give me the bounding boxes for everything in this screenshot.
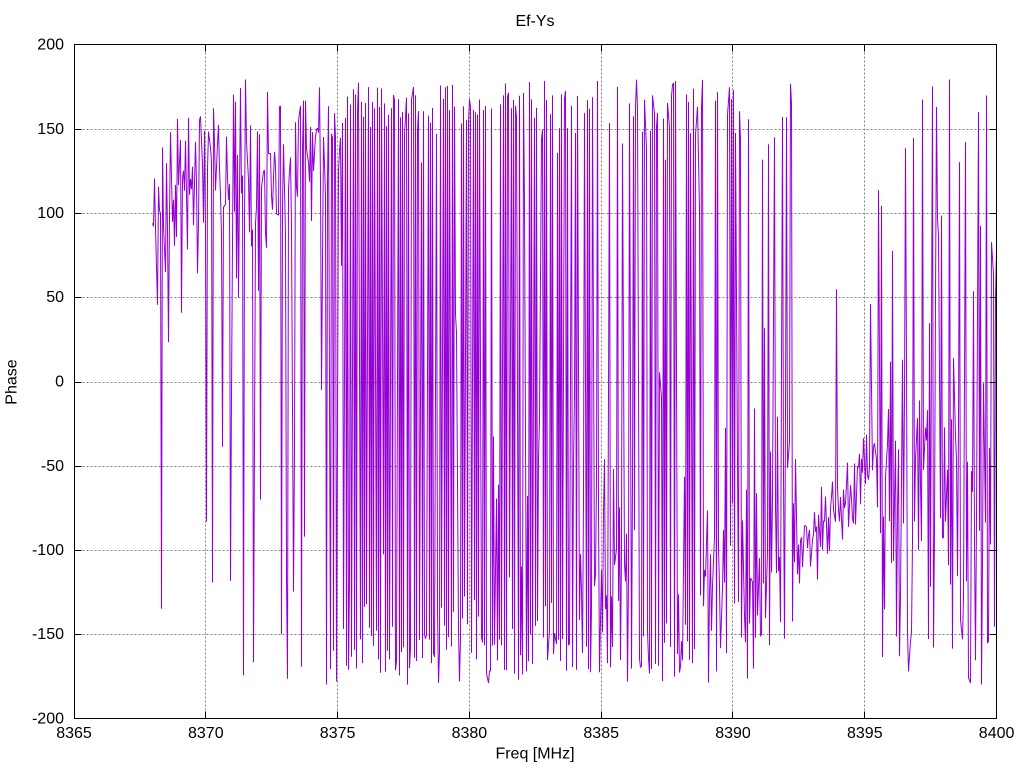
svg-text:8390: 8390 [715, 725, 751, 742]
svg-text:8375: 8375 [320, 725, 356, 742]
svg-text:100: 100 [37, 205, 64, 222]
svg-text:0: 0 [55, 374, 64, 391]
svg-text:150: 150 [37, 121, 64, 138]
svg-text:-100: -100 [32, 542, 64, 559]
svg-text:Freq [MHz]: Freq [MHz] [495, 746, 574, 763]
svg-text:50: 50 [46, 289, 64, 306]
svg-text:8400: 8400 [979, 725, 1015, 742]
svg-text:8380: 8380 [452, 725, 488, 742]
svg-text:-150: -150 [32, 626, 64, 643]
svg-text:Phase: Phase [4, 359, 21, 404]
svg-text:8365: 8365 [56, 725, 92, 742]
svg-text:-200: -200 [32, 711, 64, 728]
svg-text:-50: -50 [41, 458, 64, 475]
svg-text:8385: 8385 [583, 725, 619, 742]
svg-text:200: 200 [37, 37, 64, 54]
svg-text:8370: 8370 [188, 725, 224, 742]
svg-text:8395: 8395 [847, 725, 883, 742]
svg-text:Ef-Ys: Ef-Ys [515, 13, 554, 30]
